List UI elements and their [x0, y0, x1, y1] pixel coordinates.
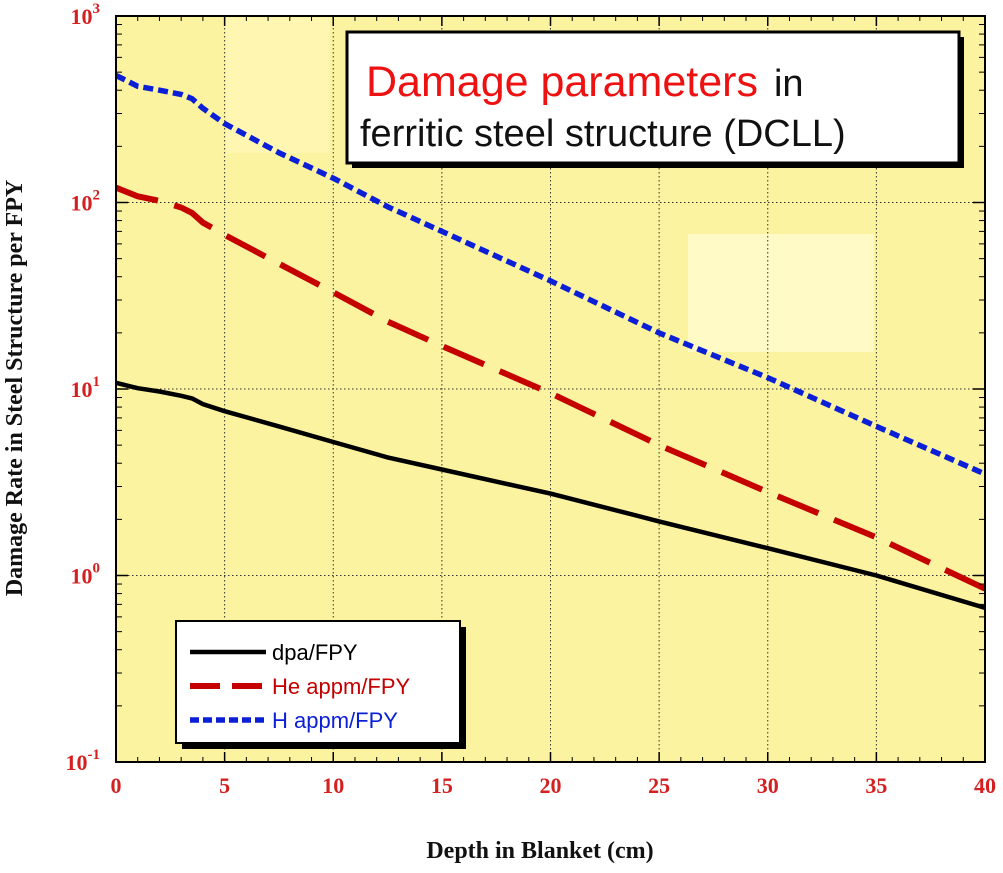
x-tick-label: 20 — [540, 773, 562, 798]
x-tick-label: 35 — [865, 773, 887, 798]
y-axis-label: Damage Rate in Steel Structure per FPY — [2, 180, 28, 596]
y-tick-label: 102 — [71, 188, 101, 216]
x-axis-ticks: 0 5 10 15 20 25 30 35 40 — [111, 16, 996, 798]
series-layer — [114, 72, 987, 611]
legend-label-1: He appm/FPY — [272, 674, 410, 699]
x-tick-label: 30 — [757, 773, 779, 798]
series-line-1 — [114, 184, 987, 592]
y-tick-label: 10-1 — [66, 747, 101, 775]
y-tick-label: 101 — [71, 374, 101, 402]
y-tick-label: 100 — [71, 561, 101, 589]
title-box: Damage parameters in ferritic steel stru… — [345, 30, 964, 168]
x-tick-label: 25 — [648, 773, 670, 798]
x-axis-label: Depth in Blanket (cm) — [426, 838, 653, 864]
y-tick-label: 103 — [71, 1, 101, 29]
x-tick-label: 0 — [111, 773, 122, 798]
x-tick-label: 40 — [974, 773, 996, 798]
chart-title-line2: ferritic steel structure (DCLL) — [360, 113, 846, 155]
legend: dpa/FPY He appm/FPY H appm/FPY — [175, 620, 466, 749]
background-patch — [688, 234, 874, 352]
legend-label-2: H appm/FPY — [272, 708, 398, 733]
x-tick-label: 5 — [219, 773, 230, 798]
x-tick-label: 15 — [431, 773, 453, 798]
x-tick-label: 10 — [322, 773, 344, 798]
legend-label-0: dpa/FPY — [272, 640, 358, 665]
chart-title-line1: Damage parameters in — [366, 58, 804, 106]
series-line-0 — [115, 380, 986, 611]
y-axis-ticks: 10-1 100 101 102 103 — [66, 1, 985, 775]
background-patch-left — [226, 18, 330, 153]
chart-title-highlight: Damage parameters — [366, 58, 758, 106]
chart-title-rest: in — [774, 63, 804, 105]
series-line-2 — [114, 72, 987, 477]
